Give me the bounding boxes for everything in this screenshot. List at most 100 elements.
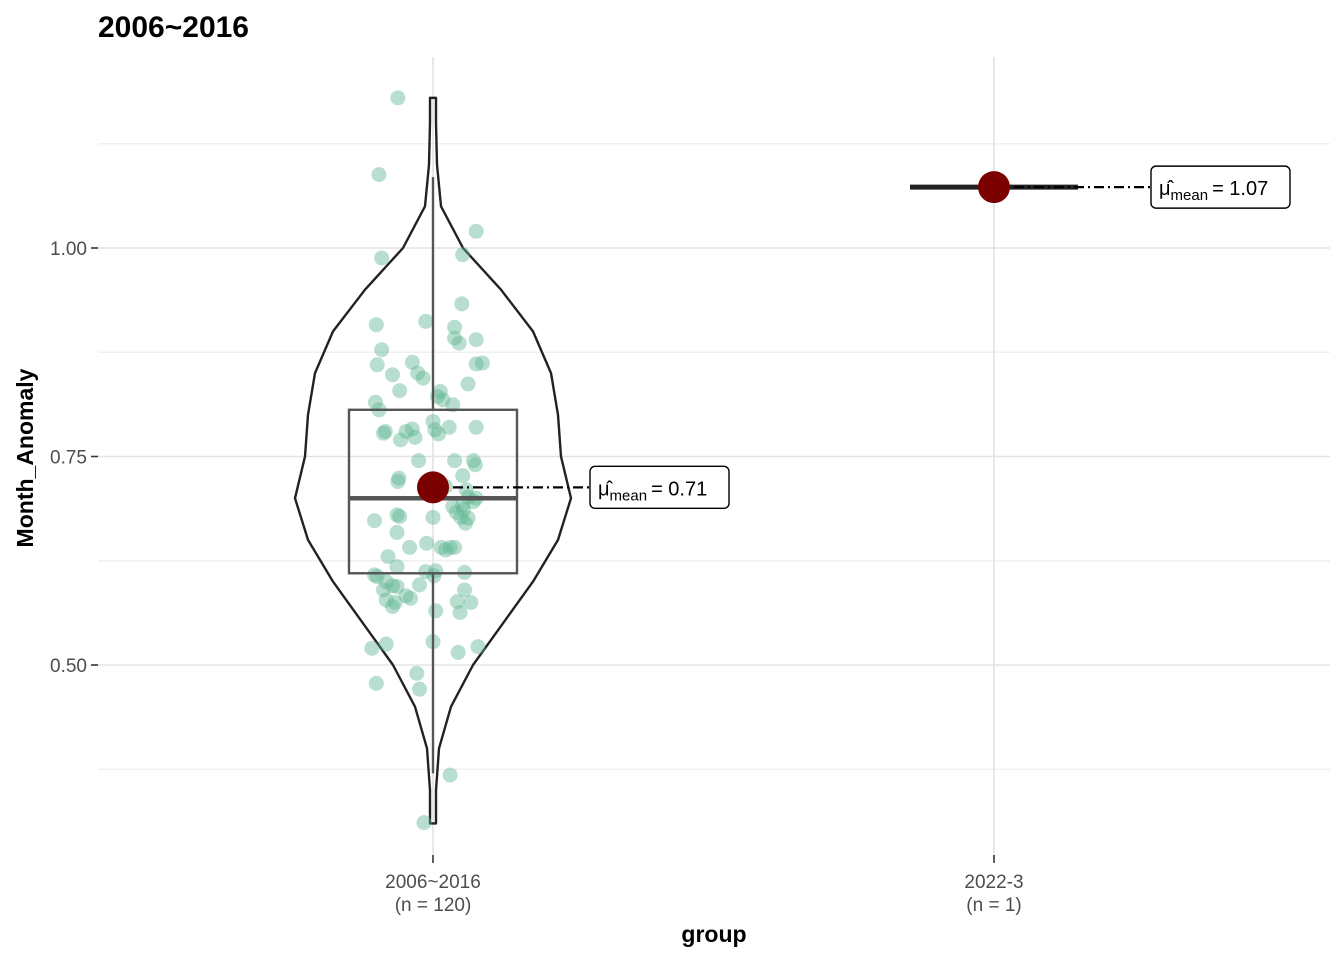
x-tick-label: 2006~2016: [385, 872, 481, 893]
data-point: [377, 423, 393, 439]
data-point: [457, 582, 472, 598]
data-point: [391, 470, 407, 486]
data-point: [432, 383, 448, 399]
x-tick-label: 2022-3: [964, 872, 1023, 893]
data-point: [402, 539, 418, 555]
data-point: [475, 355, 490, 371]
data-point: [387, 594, 403, 610]
data-point: [455, 497, 471, 513]
data-point: [454, 296, 470, 312]
data-point: [385, 578, 400, 594]
data-point: [447, 319, 463, 335]
y-tick-label: 1.00: [50, 239, 87, 260]
data-point: [376, 425, 391, 441]
data-point: [456, 502, 472, 518]
data-point: [409, 665, 425, 681]
data-point: [448, 504, 464, 520]
data-point: [407, 429, 423, 445]
data-point: [389, 507, 405, 523]
mean-label-box: [1150, 165, 1291, 209]
data-point: [374, 250, 390, 266]
data-point: [468, 223, 484, 239]
mean-point: [417, 471, 449, 504]
data-point: [389, 579, 405, 595]
data-point: [470, 639, 486, 655]
data-point: [425, 509, 441, 525]
y-tick-label: 0.75: [50, 448, 87, 469]
data-point: [441, 419, 457, 435]
mean-point: [978, 171, 1010, 204]
data-point: [380, 549, 396, 565]
box-iqr: [347, 408, 519, 575]
data-point: [390, 474, 406, 490]
data-point: [430, 426, 446, 442]
data-point: [371, 167, 387, 183]
data-point: [468, 356, 484, 372]
data-point: [398, 423, 414, 439]
data-point: [428, 603, 444, 619]
data-point: [442, 539, 458, 555]
data-point: [450, 644, 466, 660]
data-point: [367, 567, 382, 583]
data-point: [458, 482, 474, 498]
data-point: [447, 539, 463, 555]
data-point: [427, 422, 443, 438]
data-point: [418, 313, 434, 329]
data-point: [467, 457, 483, 473]
data-point: [435, 392, 451, 408]
data-point: [468, 419, 484, 435]
data-point: [457, 515, 473, 531]
data-point: [412, 681, 427, 697]
data-point: [392, 383, 408, 399]
violin-outline: [293, 96, 573, 825]
x-tick-count: (n = 1): [966, 895, 1021, 916]
x-axis: 2006~2016(n = 120) 2022-3(n = 1): [385, 855, 1024, 916]
data-point: [445, 397, 461, 413]
grid: [98, 57, 1330, 855]
data-point: [368, 317, 384, 333]
data-point: [403, 590, 418, 606]
data-point: [416, 815, 432, 831]
data-point: [466, 453, 481, 469]
chart-title: 2006~2016: [98, 11, 249, 44]
data-point: [392, 509, 408, 525]
data-point: [385, 367, 400, 383]
x-axis-title: group: [681, 921, 746, 947]
data-point: [418, 564, 434, 580]
data-point: [410, 365, 426, 381]
data-point: [385, 599, 400, 615]
data-point: [368, 675, 384, 691]
data-point: [364, 640, 380, 656]
data-point: [415, 370, 431, 386]
y-tick-label: 0.50: [50, 656, 87, 677]
x-tick-count: (n = 120): [395, 895, 472, 916]
data-point: [378, 574, 394, 590]
data-point: [419, 535, 435, 551]
data-point: [451, 335, 467, 351]
data-point: [452, 604, 468, 620]
data-point: [449, 594, 465, 610]
mean-label: μ̂mean = 1.07: [1159, 178, 1268, 204]
data-point: [398, 588, 414, 604]
data-point: [447, 330, 463, 346]
data-point: [412, 577, 427, 593]
data-point: [367, 513, 382, 529]
data-point: [433, 539, 449, 555]
data-point: [390, 90, 406, 106]
data-point: [404, 354, 420, 370]
data-point: [393, 432, 409, 448]
data-point: [453, 509, 469, 525]
data-point: [455, 468, 471, 484]
data-point: [460, 376, 476, 392]
data-point: [445, 499, 461, 515]
data-point: [463, 594, 479, 610]
data-point: [460, 510, 476, 526]
data-point: [378, 592, 394, 608]
data-point: [468, 332, 484, 348]
data-point: [389, 559, 405, 575]
data-point: [369, 357, 385, 373]
data-point: [411, 453, 427, 469]
data-point: [447, 453, 463, 469]
data-point: [376, 582, 391, 598]
